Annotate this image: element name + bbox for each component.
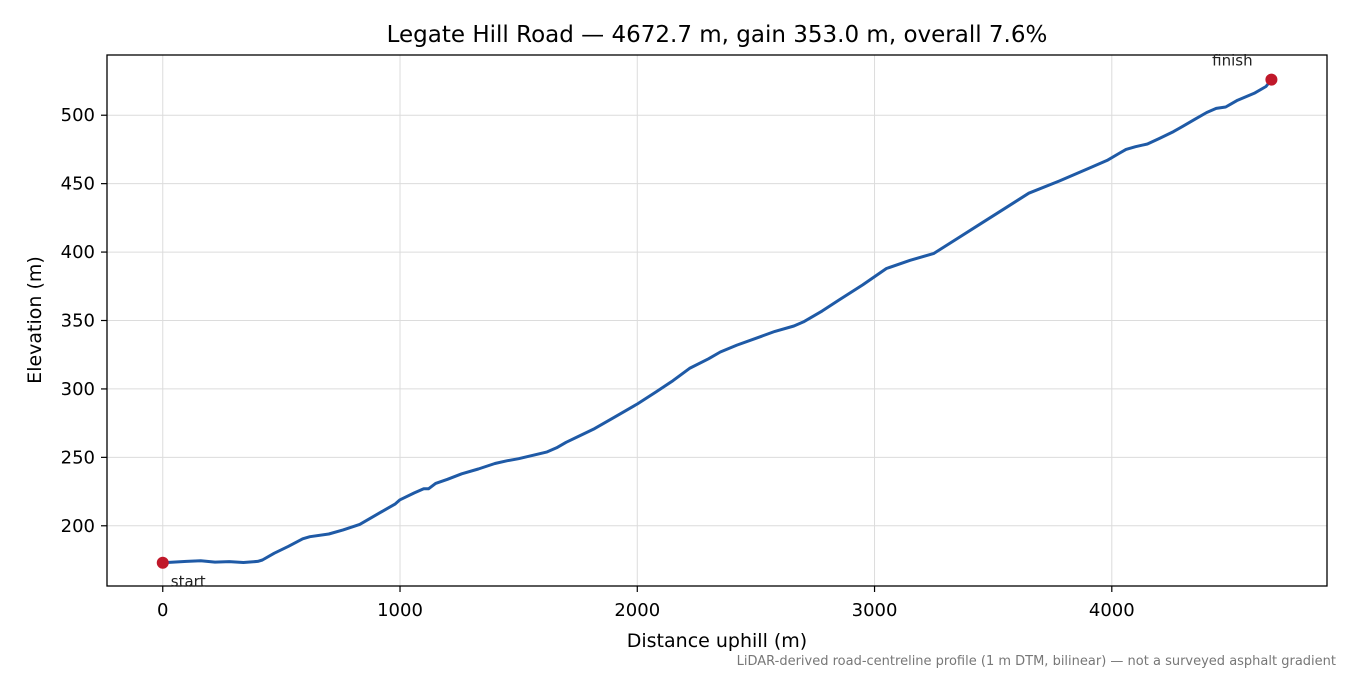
footnote: LiDAR-derived road-centreline profile (1… xyxy=(737,654,1336,669)
x-tick-label: 2000 xyxy=(614,600,660,621)
axis-ticks: 0 1000 2000 3000 4000 200 250 300 350 400 450 500 xyxy=(61,105,1135,621)
finish-label: finish xyxy=(1212,52,1252,70)
y-tick-label: 400 xyxy=(61,242,95,263)
gridlines xyxy=(107,55,1327,586)
x-axis-title: Distance uphill (m) xyxy=(627,630,807,652)
y-tick-label: 300 xyxy=(61,379,95,400)
start-marker xyxy=(156,556,169,569)
x-tick-label: 4000 xyxy=(1089,600,1135,621)
y-tick-label: 200 xyxy=(61,516,95,537)
y-tick-label: 450 xyxy=(61,174,95,195)
finish-marker xyxy=(1265,73,1278,86)
elevation-line xyxy=(161,78,1273,565)
x-tick-label: 0 xyxy=(157,600,168,621)
y-tick-label: 250 xyxy=(61,447,95,468)
x-tick-label: 1000 xyxy=(377,600,423,621)
x-tick-label: 3000 xyxy=(852,600,898,621)
endpoint-markers xyxy=(156,73,1278,569)
chart-title: Legate Hill Road — 4672.7 m, gain 353.0 … xyxy=(387,22,1048,48)
start-label: start xyxy=(171,573,206,591)
y-tick-label: 350 xyxy=(61,311,95,332)
y-axis-title: Elevation (m) xyxy=(24,256,46,384)
y-tick-label: 500 xyxy=(61,105,95,126)
profile-line-group xyxy=(161,78,1273,565)
